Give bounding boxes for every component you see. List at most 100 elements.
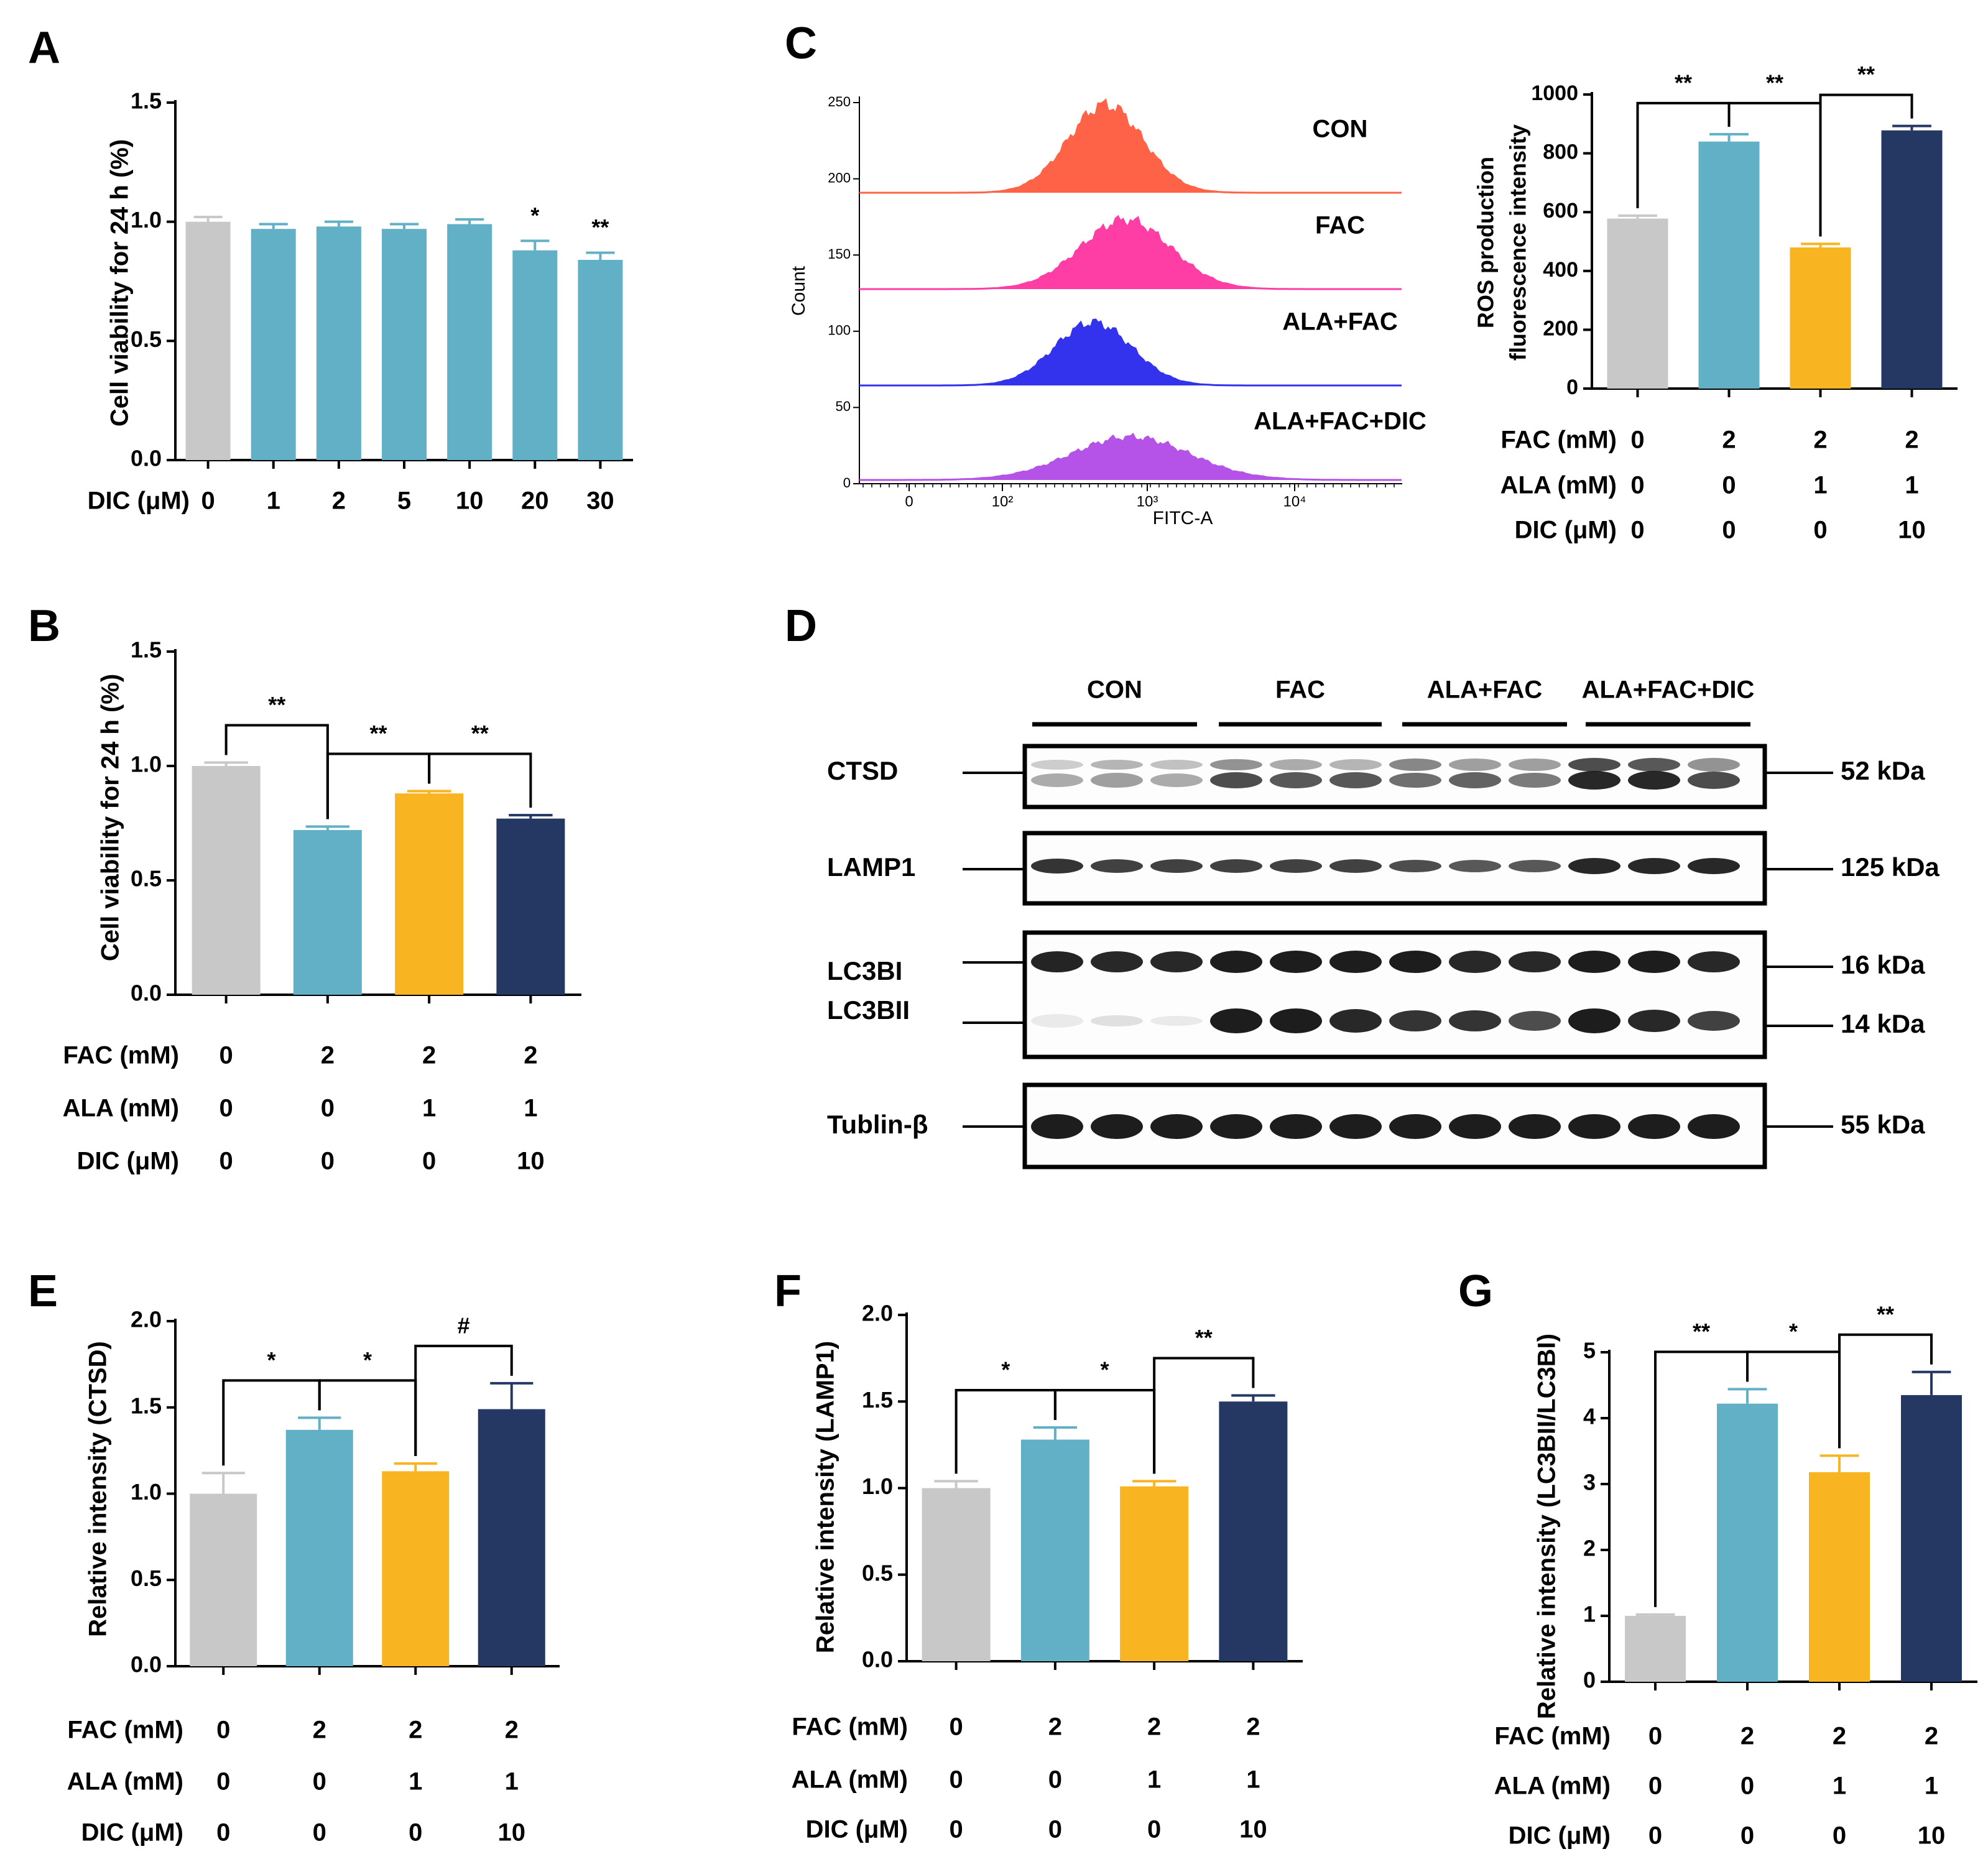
treatment-value: 2 xyxy=(321,1042,335,1069)
blot-band xyxy=(1389,773,1441,788)
panel-letter-d: D xyxy=(785,601,817,651)
treatment-label: FAC (mM) xyxy=(1500,427,1617,454)
treatment-value: 2 xyxy=(1246,1713,1260,1741)
treatment-value: 1 xyxy=(422,1095,436,1122)
y-tick-label: 1000 xyxy=(1531,81,1578,105)
blot-band xyxy=(1270,859,1322,873)
blot-band xyxy=(1270,759,1322,770)
blot-band xyxy=(1389,860,1441,872)
protein-label: LC3BII xyxy=(827,995,910,1025)
blot-band xyxy=(1688,758,1740,772)
histogram-fill xyxy=(859,320,1402,385)
bar xyxy=(1607,218,1668,389)
hist-y-tick-label: 200 xyxy=(828,170,851,185)
treatment-value: 1 xyxy=(505,1768,519,1796)
treatment-value: 2 xyxy=(422,1042,436,1069)
bar xyxy=(1790,247,1851,389)
bar xyxy=(293,830,362,995)
size-label: 55 kDa xyxy=(1841,1110,1925,1139)
treatment-value: 10 xyxy=(1918,1822,1946,1850)
treatment-label: ALA (mM) xyxy=(792,1766,908,1794)
blot-band xyxy=(1270,1008,1322,1033)
panel-a-chart: 0.00.51.01.5* **Cell viability for 24 h (… xyxy=(88,88,633,515)
hist-y-axis-label: Count xyxy=(788,265,809,316)
hist-x-tick-label: 10⁴ xyxy=(1283,493,1306,510)
bar xyxy=(192,766,261,995)
significance-label: ** xyxy=(369,721,387,746)
significance-label: * xyxy=(530,203,539,228)
blot-band xyxy=(1628,758,1680,772)
bar xyxy=(1698,141,1760,389)
y-tick-label: 400 xyxy=(1543,258,1578,282)
treatment-value: 0 xyxy=(216,1819,230,1847)
treatment-value: 2 xyxy=(505,1717,519,1744)
bar xyxy=(1020,1439,1089,1661)
y-tick-label: 1.0 xyxy=(131,1479,162,1505)
significance-label: * xyxy=(1789,1319,1798,1344)
y-axis-label: Cell viability for 24 h (%) xyxy=(97,674,124,961)
x-tick-label: 20 xyxy=(521,487,549,515)
treatment-value: 2 xyxy=(1741,1723,1754,1750)
blot-group-label: ALA+FAC xyxy=(1427,676,1543,704)
size-label: 14 kDa xyxy=(1841,1009,1925,1038)
y-tick-label: 1.0 xyxy=(131,752,162,777)
blot-band xyxy=(1091,859,1143,873)
bar xyxy=(1881,130,1943,389)
treatment-value: 0 xyxy=(1833,1822,1846,1850)
treatment-value: 0 xyxy=(950,1816,963,1843)
treatment-value: 0 xyxy=(422,1148,436,1175)
treatment-value: 2 xyxy=(1722,427,1736,454)
y-tick-label: 0.5 xyxy=(131,1565,162,1591)
y-tick-label: 2 xyxy=(1583,1536,1596,1561)
bar xyxy=(922,1488,991,1661)
treatment-value: 10 xyxy=(1898,517,1926,544)
protein-label: CTSD xyxy=(827,756,898,785)
bar xyxy=(1120,1486,1189,1661)
treatment-value: 0 xyxy=(321,1148,335,1175)
bar xyxy=(316,226,361,460)
blot-band xyxy=(1031,1014,1083,1028)
y-tick-label: 1.5 xyxy=(131,1393,162,1418)
x-tick-label: 2 xyxy=(332,487,346,515)
y-axis-label: Relative intensity (LAMP1) xyxy=(812,1341,839,1653)
significance-label: ** xyxy=(1195,1325,1213,1350)
treatment-label: DIC (μM) xyxy=(1515,517,1617,544)
histogram-label: CON xyxy=(1313,116,1368,143)
blot-band xyxy=(1568,1114,1620,1139)
treatment-value: 0 xyxy=(1722,517,1736,544)
blot-band xyxy=(1091,1015,1143,1026)
blot-band xyxy=(1031,773,1083,787)
blot-band xyxy=(1449,951,1501,973)
y-tick-label: 200 xyxy=(1543,316,1578,340)
blot-band xyxy=(1449,1010,1501,1031)
treatment-label: DIC (μM) xyxy=(1509,1822,1611,1850)
significance-label: # xyxy=(457,1312,469,1338)
blot-group-label: FAC xyxy=(1275,676,1325,704)
flow-histogram: 0 50 100 150 200 250 0 10² 10³ 10⁴ FITC-A Count CON F… xyxy=(788,94,1426,528)
blot-band xyxy=(1091,760,1143,770)
treatment-label: FAC (mM) xyxy=(63,1042,179,1069)
treatment-value: 2 xyxy=(1905,427,1918,454)
significance-label: ** xyxy=(471,721,489,746)
y-tick-label: 800 xyxy=(1543,141,1578,164)
treatment-value: 10 xyxy=(1239,1816,1267,1843)
treatment-value: 0 xyxy=(216,1717,230,1744)
treatment-value: 1 xyxy=(1833,1773,1846,1800)
blot-band xyxy=(1509,1011,1561,1031)
y-tick-label: 600 xyxy=(1543,199,1578,223)
blot-band xyxy=(1628,1010,1680,1032)
treatment-value: 0 xyxy=(220,1042,233,1069)
y-tick-label: 0.0 xyxy=(131,980,162,1006)
y-tick-label: 0.0 xyxy=(862,1647,893,1672)
x-tick-label: 30 xyxy=(586,487,614,515)
panel-letter-g: G xyxy=(1458,1266,1493,1316)
bar xyxy=(1219,1401,1288,1661)
size-label: 125 kDa xyxy=(1841,852,1939,882)
protein-label: LAMP1 xyxy=(827,852,915,882)
significance-label: * xyxy=(267,1347,275,1373)
significance-bracket xyxy=(1819,93,1913,237)
y-tick-label: 0.5 xyxy=(131,326,162,352)
significance-label: * xyxy=(1100,1357,1109,1383)
bar xyxy=(1901,1395,1962,1682)
